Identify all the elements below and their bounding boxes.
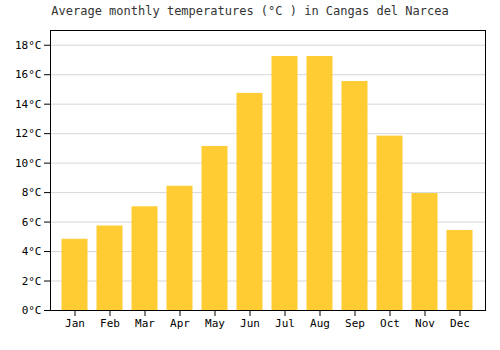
svg-text:4°C: 4°C (22, 245, 42, 258)
svg-text:2°C: 2°C (22, 275, 42, 288)
svg-text:May: May (205, 317, 225, 330)
svg-text:0°C: 0°C (22, 304, 42, 317)
svg-text:8°C: 8°C (22, 186, 42, 199)
svg-text:12°C: 12°C (15, 127, 42, 140)
svg-text:16°C: 16°C (15, 68, 42, 81)
svg-text:Sep: Sep (345, 317, 365, 330)
svg-text:10°C: 10°C (15, 157, 42, 170)
svg-text:Dec: Dec (450, 317, 470, 330)
svg-text:Oct: Oct (380, 317, 400, 330)
svg-text:18°C: 18°C (15, 39, 42, 52)
svg-text:Aug: Aug (310, 317, 330, 330)
html-text:Average monthly temperatures (: Average monthly temperatures (°C ) in Ca… (51, 4, 449, 18)
svg-text:Jan: Jan (65, 317, 85, 330)
svg-text:Apr: Apr (170, 317, 190, 330)
svg-text:Jul: Jul (275, 317, 295, 330)
svg-text:Nov: Nov (415, 317, 435, 330)
svg-text:Feb: Feb (100, 317, 120, 330)
svg-text:Jun: Jun (240, 317, 260, 330)
svg-text:Mar: Mar (135, 317, 155, 330)
svg-text:6°C: 6°C (22, 216, 42, 229)
svg-text:14°C: 14°C (15, 98, 42, 111)
